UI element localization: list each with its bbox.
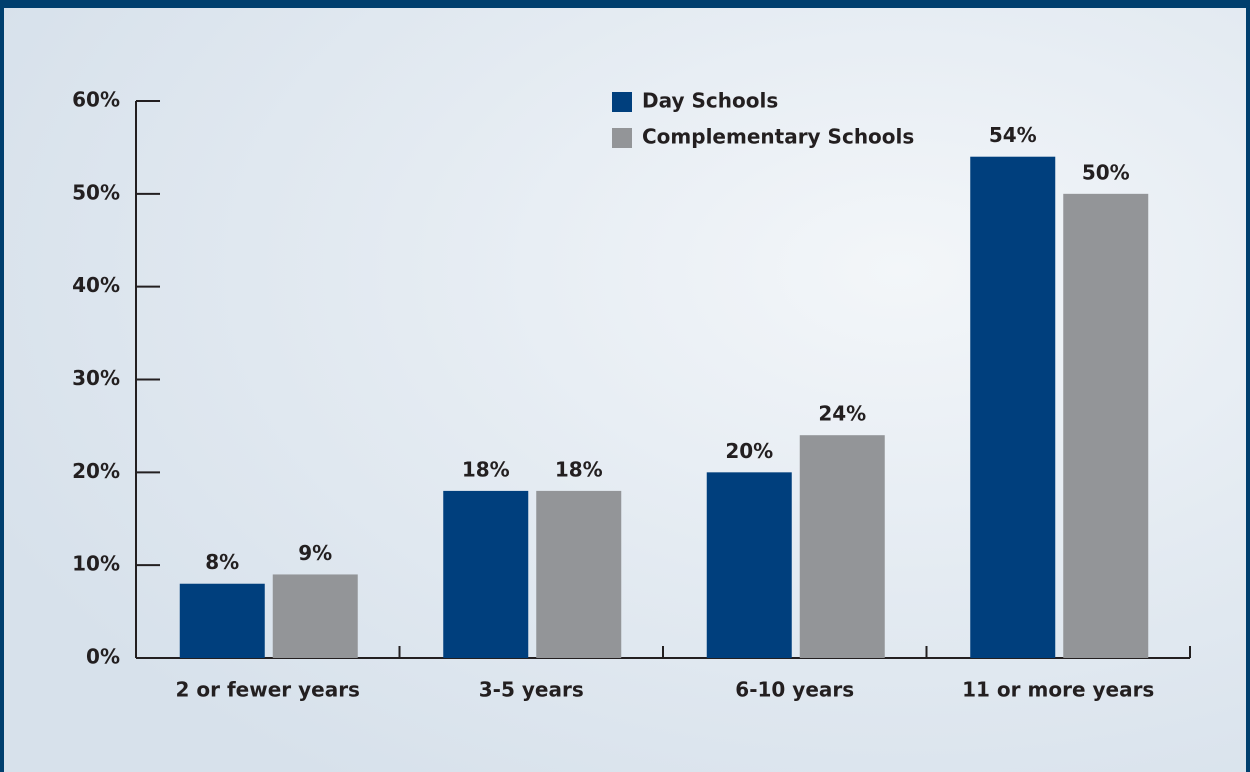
bar (443, 491, 528, 658)
legend-label: Complementary Schools (642, 125, 914, 149)
value-label: 8% (205, 550, 239, 574)
value-label: 50% (1082, 160, 1130, 184)
bar (1063, 194, 1148, 658)
x-tick-label: 6-10 years (735, 678, 854, 702)
value-label: 9% (298, 541, 332, 565)
legend-swatch (612, 92, 632, 112)
legend-swatch (612, 128, 632, 148)
value-label: 24% (818, 402, 866, 426)
y-tick-label: 30% (72, 366, 120, 390)
value-label: 54% (989, 123, 1037, 147)
bar (800, 435, 885, 658)
frame-left (0, 0, 4, 772)
value-label: 18% (462, 457, 510, 481)
y-tick-label: 50% (72, 180, 120, 204)
y-tick-label: 10% (72, 552, 120, 576)
bar (273, 574, 358, 658)
chart: 0% 10% 20% 30% 40% 50% 60% 2 or fewer years 8% 9%… (0, 0, 1250, 772)
bar (536, 491, 621, 658)
bar (970, 157, 1055, 658)
legend-label: Day Schools (642, 89, 778, 113)
value-label: 20% (725, 439, 773, 463)
bar (707, 472, 792, 658)
value-label: 18% (555, 457, 603, 481)
bar (180, 584, 265, 658)
x-tick-label: 3-5 years (479, 678, 584, 702)
page: {"chart_data": {"type": "bar", "categori… (0, 0, 1250, 772)
y-tick-label: 20% (72, 459, 120, 483)
y-tick-label: 0% (86, 645, 120, 669)
x-tick-label: 11 or more years (962, 678, 1154, 702)
frame-top (0, 0, 1250, 8)
x-tick-label: 2 or fewer years (176, 678, 360, 702)
y-tick-label: 40% (72, 273, 120, 297)
y-tick-label: 60% (72, 88, 120, 112)
frame-right (1246, 0, 1250, 772)
